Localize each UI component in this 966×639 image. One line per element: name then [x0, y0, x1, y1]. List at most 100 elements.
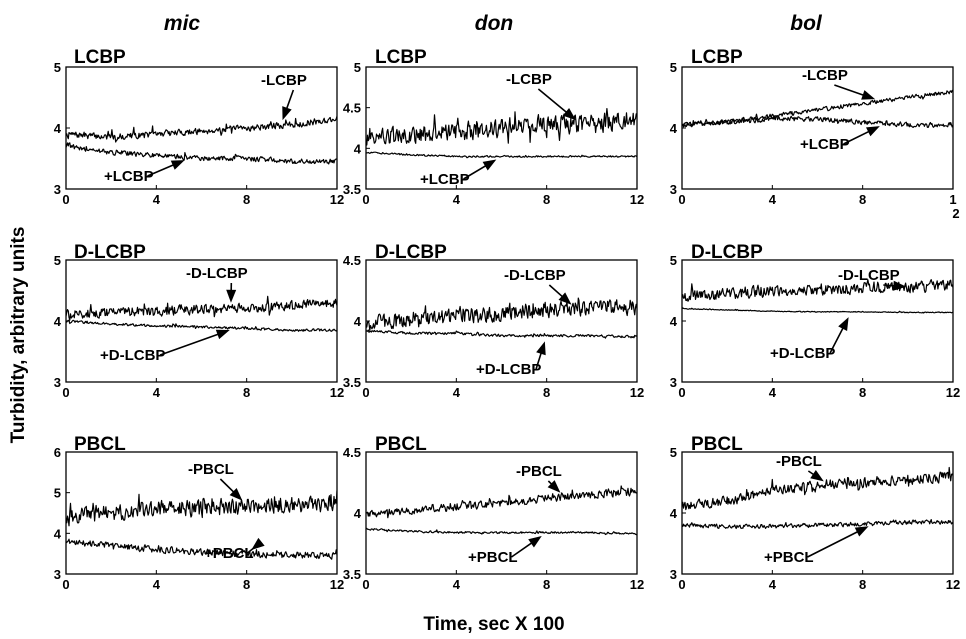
annotation-arrow-shaft — [807, 529, 861, 558]
x-tick-label: 8 — [543, 577, 550, 592]
annotation-label: -D-LCBP — [838, 267, 900, 284]
panel-frame — [681, 66, 954, 190]
series-line-pbcl — [682, 519, 953, 530]
y-tick-label: 4 — [670, 506, 678, 521]
panel-title: D-LCBP — [375, 242, 447, 263]
annotation-arrow-head — [893, 280, 907, 291]
y-tick-label: 3 — [670, 375, 677, 390]
annotation-arrow-head — [251, 537, 265, 550]
y-tick-label: 3 — [54, 375, 61, 390]
annotation-label: +PBCL — [468, 549, 518, 566]
panel-grid: 3 4 5 0 4 8 12 LCBP -LCBP +LCBP 3.5 4 4.5 5 0 4 8 12 LCBP -… — [54, 47, 960, 592]
x-tick-label: 4 — [153, 192, 161, 207]
series-line-pbcl — [366, 527, 637, 536]
y-tick-label: 4 — [354, 314, 362, 329]
x-tick-label: 12 — [946, 577, 960, 592]
trace-group — [682, 279, 953, 314]
x-tick-label: 4 — [453, 577, 461, 592]
x-tick-label: 4 — [769, 577, 777, 592]
panel-title: PBCL — [375, 434, 427, 455]
trace-group — [66, 490, 337, 560]
x-tick-label: 8 — [859, 577, 866, 592]
y-tick-label: 3.5 — [343, 182, 361, 197]
trace-group — [682, 89, 953, 128]
annotation-arrow-head — [536, 341, 546, 356]
series-line-lcbp — [66, 116, 337, 143]
y-tick-label: 3.5 — [343, 375, 361, 390]
panel-title: PBCL — [691, 434, 743, 455]
trace-group — [366, 485, 637, 536]
annotation-arrow-shaft — [834, 84, 867, 97]
y-tick-label: 4 — [670, 121, 678, 136]
annotation-label: -PBCL — [516, 463, 562, 480]
x-tick-label: 8 — [543, 192, 550, 207]
panel-title: PBCL — [74, 434, 126, 455]
panel-mic-pbcl: 3 4 5 6 0 4 8 12 PBCL -PBCL +PBCL — [54, 434, 344, 592]
x-tick-label: 12 — [330, 385, 344, 400]
annotation-label: -PBCL — [776, 453, 822, 470]
annotation-arrow-head — [547, 480, 561, 493]
annotation-arrow-head — [865, 126, 880, 137]
annotation-label: +D-LCBP — [770, 345, 835, 362]
x-tick-label: 0 — [362, 577, 369, 592]
x-tick-label: 0 — [62, 192, 69, 207]
series-line-dlcbp — [682, 307, 953, 314]
y-tick-label: 4 — [54, 314, 62, 329]
panel-title: LCBP — [691, 47, 743, 68]
annotation-arrow-head — [810, 470, 824, 482]
annotation-label: -LCBP — [506, 71, 552, 88]
x-tick-label: 0 — [678, 577, 685, 592]
x-tick-label: 4 — [453, 192, 461, 207]
y-tick-label: 5 — [670, 253, 677, 268]
panel-title: LCBP — [375, 47, 427, 68]
x-tick-label: 12 — [630, 192, 644, 207]
annotation-arrow-shaft — [829, 324, 846, 354]
series-line-dlcbp — [66, 319, 337, 332]
series-line-lcbp — [66, 142, 337, 165]
annotation-arrow-head — [282, 106, 292, 121]
series-line-pbcl — [66, 490, 337, 527]
series-line-lcbp — [366, 151, 637, 159]
x-tick-label: 4 — [453, 385, 461, 400]
annotation-label: +PBCL — [764, 549, 814, 566]
column-title-don: don — [475, 12, 513, 35]
panel-title: D-LCBP — [74, 242, 146, 263]
y-tick-label: 4 — [54, 526, 62, 541]
panel-title: D-LCBP — [691, 242, 763, 263]
x-tick-label: 0 — [62, 577, 69, 592]
panel-frame — [681, 451, 954, 575]
x-tick-label: 12 — [630, 577, 644, 592]
series-line-lcbp — [682, 115, 953, 128]
x-tick-label: 8 — [859, 192, 866, 207]
series-line-pbcl — [682, 466, 953, 511]
y-tick-label: 5 — [54, 486, 61, 501]
annotation-label: -LCBP — [802, 67, 848, 84]
annotation-arrow-head — [854, 526, 869, 537]
y-tick-label: 3 — [670, 567, 677, 582]
annotation-label: +D-LCBP — [100, 347, 165, 364]
annotation-label: -PBCL — [188, 461, 234, 478]
panel-bol-pbcl: 3 4 5 0 4 8 12 PBCL -PBCL +PBCL — [670, 434, 960, 592]
y-tick-label: 4 — [54, 121, 62, 136]
x-tick-label: 2 — [952, 206, 959, 221]
annotation-arrow-head — [838, 317, 849, 332]
annotation-arrow-shaft — [511, 540, 535, 558]
y-tick-label: 5 — [54, 253, 61, 268]
x-tick-label: 0 — [678, 385, 685, 400]
panel-frame — [365, 66, 638, 190]
y-tick-label: 4.5 — [343, 101, 361, 116]
series-line-pbcl — [366, 485, 637, 519]
y-axis-title: Turbidity, arbitrary units — [8, 227, 29, 444]
series-line-dlcbp — [682, 279, 953, 302]
trace-group — [66, 116, 337, 165]
y-tick-label: 5 — [54, 60, 61, 75]
y-tick-label: 4 — [354, 506, 362, 521]
x-tick-label: 4 — [769, 192, 777, 207]
y-tick-label: 3 — [670, 182, 677, 197]
y-tick-label: 4.5 — [343, 253, 361, 268]
y-tick-label: 3.5 — [343, 567, 361, 582]
y-tick-label: 6 — [54, 445, 61, 460]
x-tick-label: 12 — [630, 385, 644, 400]
column-title-bol: bol — [790, 12, 823, 35]
panel-bol-lcbp: 3 4 5 0 4 8 12 LCBP -LCBP +LCBP — [670, 47, 960, 221]
